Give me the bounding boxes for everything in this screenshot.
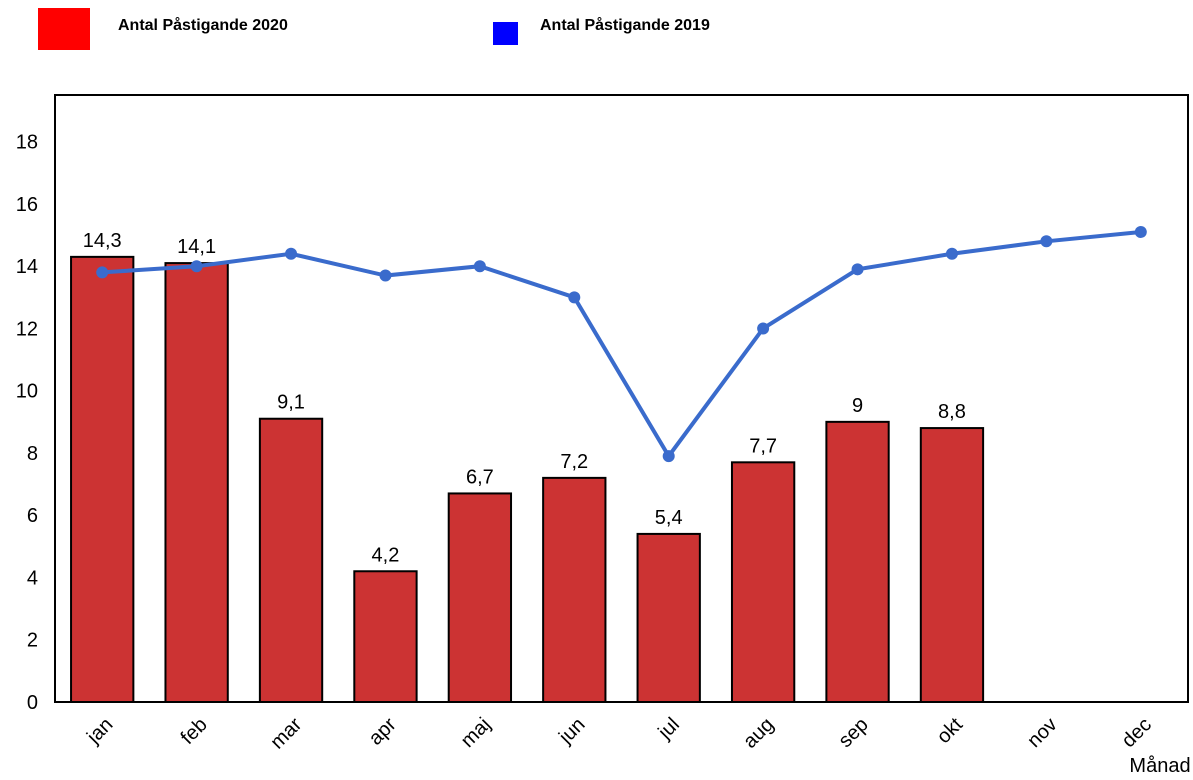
data-label: 7,7: [749, 435, 777, 457]
x-axis-label: Månad: [1129, 755, 1190, 777]
line-point: [96, 266, 109, 279]
data-label: 8,8: [938, 401, 966, 423]
data-label: 4,2: [372, 544, 400, 566]
bar: [447, 492, 513, 704]
line: [102, 229, 1141, 460]
bar: [70, 255, 135, 703]
legend-label: Antal Påstigande 2019: [540, 16, 710, 34]
data-label: 9,1: [277, 392, 305, 414]
bar: [730, 461, 796, 704]
data-label: 6,7: [466, 466, 494, 488]
legend-swatch: [38, 8, 90, 50]
line-point: [945, 247, 958, 260]
x-tick-label: nov: [1023, 714, 1061, 752]
line-point: [1040, 235, 1053, 248]
line-point: [473, 260, 486, 273]
legend-label: Antal Påstigande 2020: [118, 16, 288, 34]
x-tick-label: aug: [739, 714, 778, 753]
y-tick-label: 12: [16, 318, 38, 340]
line-point: [379, 269, 392, 282]
bar: [919, 427, 985, 703]
x-tick-label: mar: [266, 713, 306, 753]
bar: [542, 476, 607, 703]
plot-frame: [54, 94, 1189, 703]
y-tick-label: 10: [16, 381, 38, 403]
line-point: [1134, 225, 1147, 238]
y-tick-label: 0: [27, 692, 38, 714]
y-tick-label: 6: [27, 505, 38, 527]
data-label: 14,3: [83, 230, 122, 252]
y-tick-label: 14: [16, 256, 38, 278]
x-tick-label: jan: [82, 714, 117, 749]
data-label: 14,1: [177, 236, 216, 258]
x-tick-label: maj: [457, 714, 495, 752]
data-label: 7,2: [560, 451, 588, 473]
x-tick-label: jul: [653, 714, 683, 744]
bar: [353, 570, 418, 703]
y-tick-label: 8: [27, 443, 38, 465]
bar: [636, 532, 701, 704]
x-tick-label: dec: [1118, 714, 1156, 752]
line-point: [662, 450, 675, 463]
y-tick-label: 2: [27, 630, 38, 652]
line-point: [190, 260, 203, 273]
y-tick-label: 18: [16, 132, 38, 154]
y-tick-label: 4: [27, 567, 38, 589]
legend-swatch: [493, 22, 518, 45]
y-tick-label: 16: [16, 194, 38, 216]
bar: [164, 262, 229, 703]
line-point: [568, 291, 581, 304]
line-point: [285, 247, 298, 260]
bar: [258, 417, 324, 703]
line-point: [757, 322, 770, 335]
x-tick-label: feb: [177, 714, 212, 749]
line-point: [851, 263, 864, 276]
data-label: 5,4: [655, 507, 683, 529]
bar: [825, 420, 890, 703]
x-tick-label: sep: [834, 714, 872, 752]
x-tick-label: okt: [933, 713, 968, 748]
data-label: 9: [852, 395, 863, 417]
x-tick-label: apr: [365, 713, 401, 749]
x-tick-label: jun: [554, 714, 589, 749]
